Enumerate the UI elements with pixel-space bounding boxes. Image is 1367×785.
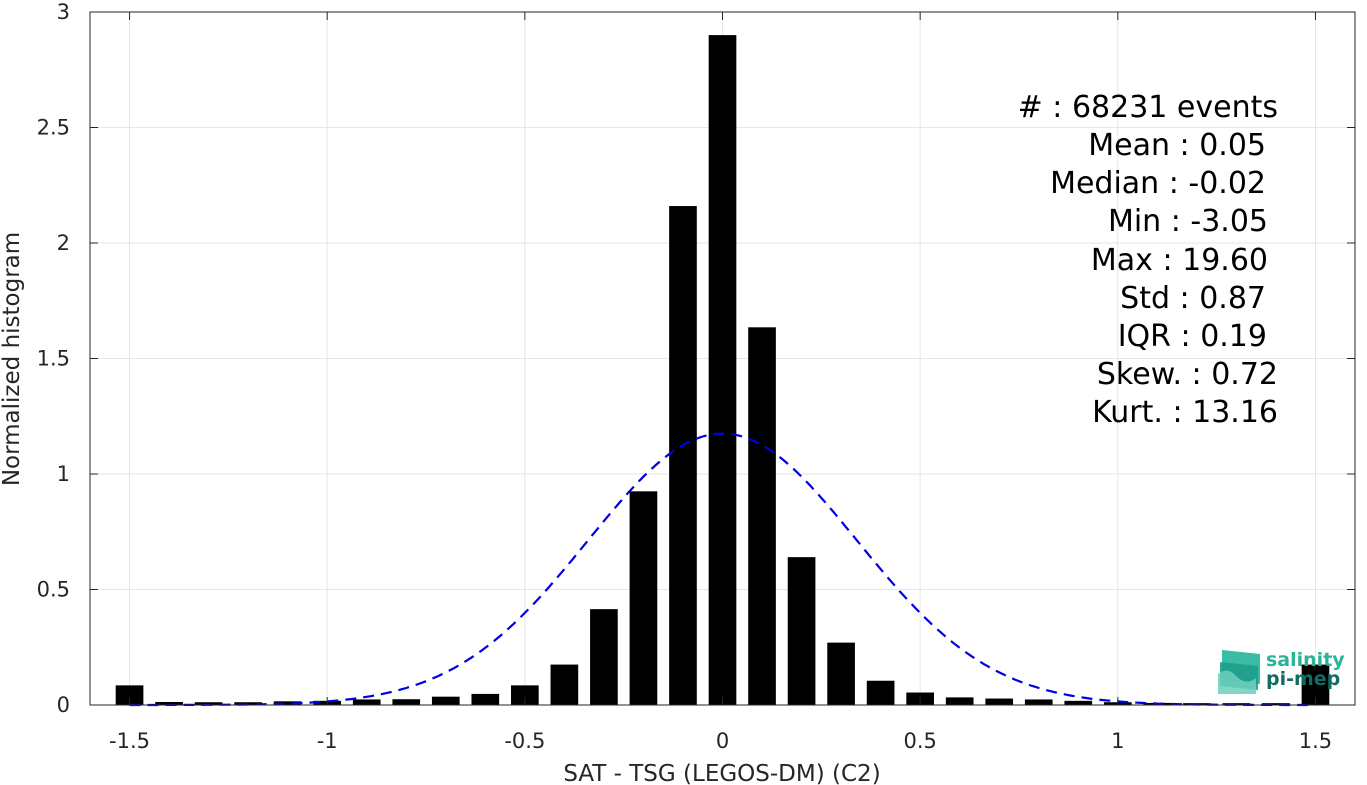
- histogram-bar: [748, 327, 776, 705]
- y-axis-label: Normalized histogram: [0, 232, 25, 486]
- histogram-bar: [827, 642, 855, 705]
- y-tick-label: 0: [57, 693, 70, 717]
- histogram-bar: [273, 701, 302, 705]
- x-tick-label: 0.5: [903, 729, 936, 753]
- x-tick-label: -0.5: [504, 729, 545, 753]
- histogram-bar: [787, 557, 816, 705]
- stat-max: Max : 19.60: [1091, 243, 1268, 278]
- histogram-bar: [945, 697, 974, 705]
- x-tick-labels: -1.5 -1 -0.5 0 0.5 1 1.5: [109, 729, 1332, 753]
- x-axis-label: SAT - TSG (LEGOS-DM) (C2): [563, 761, 880, 785]
- histogram-bar: [1064, 700, 1093, 705]
- histogram-bar: [155, 701, 183, 705]
- y-tick-label: 2: [57, 231, 70, 255]
- y-tick-labels: 0 0.5 1 1.5 2 2.5 3: [37, 0, 70, 717]
- stat-std: Std : 0.87: [1120, 281, 1266, 316]
- logo-line2: pi-mep: [1266, 668, 1340, 690]
- x-tick-label: -1: [317, 729, 338, 753]
- histogram-bar: [1262, 703, 1290, 705]
- y-tick-label: 1: [57, 462, 70, 486]
- histogram-bar: [708, 35, 737, 706]
- stat-min: Min : -3.05: [1108, 204, 1268, 239]
- histogram-bars: [115, 35, 1330, 706]
- histogram-bar: [471, 693, 500, 705]
- stat-skew: Skew. : 0.72: [1097, 357, 1278, 392]
- stat-iqr: IQR : 0.19: [1118, 319, 1267, 354]
- stat-events: # : 68231 events: [1018, 90, 1278, 125]
- x-tick-label: 0: [716, 729, 729, 753]
- y-tick-label: 3: [57, 0, 70, 24]
- stat-mean: Mean : 0.05: [1088, 128, 1266, 163]
- x-tick-label: 1.5: [1299, 729, 1332, 753]
- logo-line1: salinity: [1266, 649, 1345, 671]
- salinity-pi-mep-logo: salinity pi-mep: [1218, 649, 1345, 694]
- histogram-bar: [590, 609, 618, 705]
- stats-box: # : 68231 events Mean : 0.05 Median : -0…: [1018, 90, 1278, 430]
- histogram-bar: [629, 491, 658, 705]
- histogram-bar: [431, 696, 460, 705]
- y-tick-label: 0.5: [37, 578, 70, 602]
- y-tick-label: 1.5: [37, 347, 70, 371]
- histogram-bar: [392, 699, 421, 705]
- histogram-bar: [1024, 699, 1053, 705]
- x-tick-label: -1.5: [109, 729, 150, 753]
- y-tick-label: 2.5: [37, 116, 70, 140]
- histogram-bar: [866, 680, 895, 705]
- axis-ticks: [90, 11, 1355, 706]
- histogram-bar: [550, 664, 579, 705]
- logo-wave-icon: [1218, 650, 1260, 694]
- histogram-bar: [115, 685, 144, 705]
- histogram-bar: [669, 206, 697, 706]
- x-tick-label: 1: [1111, 729, 1124, 753]
- histogram-bar: [985, 698, 1014, 705]
- histogram-bar: [352, 699, 381, 705]
- stat-kurt: Kurt. : 13.16: [1092, 395, 1278, 430]
- stat-median: Median : -0.02: [1050, 166, 1266, 201]
- histogram-bar: [1222, 703, 1251, 705]
- histogram-bar: [194, 702, 223, 705]
- histogram-bar: [511, 685, 539, 705]
